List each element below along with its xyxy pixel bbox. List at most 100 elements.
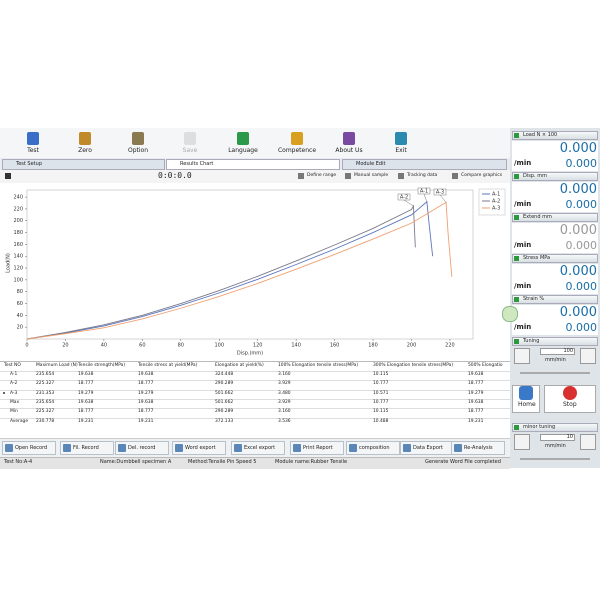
- status-text: Test No:A-4: [4, 459, 33, 465]
- tool-icon[interactable]: [298, 173, 304, 179]
- table-cell: 372.133: [215, 418, 234, 424]
- button-label[interactable]: Word export: [185, 445, 216, 451]
- table-cell: 19.638: [78, 372, 94, 377]
- channel-display: [512, 264, 598, 294]
- toolbar-icon[interactable]: [79, 132, 91, 145]
- chart-tool[interactable]: Manual sample: [354, 172, 389, 178]
- button-label[interactable]: Re-Analysis: [464, 445, 493, 451]
- tab-label[interactable]: Results Chart: [180, 160, 214, 167]
- toolbar-icon[interactable]: [343, 132, 355, 145]
- button-label[interactable]: Print Report: [303, 445, 333, 451]
- stop-icon[interactable]: [563, 386, 577, 400]
- home-label[interactable]: Home: [518, 401, 536, 408]
- button-icon[interactable]: [118, 444, 126, 452]
- value-field[interactable]: [540, 434, 575, 441]
- button-label[interactable]: Excel export: [244, 445, 276, 451]
- button[interactable]: [451, 441, 505, 455]
- tab[interactable]: [166, 159, 340, 170]
- button[interactable]: [60, 441, 114, 455]
- button-icon[interactable]: [234, 444, 242, 452]
- rate-unit: /min: [514, 282, 532, 290]
- tool-icon[interactable]: [452, 173, 458, 179]
- button[interactable]: [290, 441, 344, 455]
- button[interactable]: [115, 441, 169, 455]
- chart-tool[interactable]: Define range: [307, 172, 337, 178]
- toolbar-label[interactable]: Save: [182, 147, 198, 154]
- rate-value: 0.000: [565, 321, 598, 334]
- toolbar-icon[interactable]: [395, 132, 407, 145]
- button-icon[interactable]: [63, 444, 71, 452]
- tab-label[interactable]: Test Setup: [16, 160, 42, 167]
- tool-icon[interactable]: [345, 173, 351, 179]
- tab-label[interactable]: Module Edit: [356, 160, 386, 167]
- arrow-button[interactable]: [514, 434, 530, 450]
- button-icon[interactable]: [403, 444, 411, 452]
- button[interactable]: [2, 441, 56, 455]
- row-line: [0, 380, 510, 382]
- toolbar-icon[interactable]: [184, 132, 196, 145]
- table-cell: A-1: [10, 372, 18, 377]
- channel-label: Load N × 100: [523, 132, 558, 138]
- button-label[interactable]: Data Export: [413, 445, 443, 451]
- toolbar-icon[interactable]: [27, 132, 39, 145]
- button-icon[interactable]: [5, 444, 13, 452]
- section-header: [512, 337, 598, 346]
- save-icon[interactable]: [5, 173, 11, 179]
- chart-tool[interactable]: Compare graphics: [461, 172, 503, 178]
- chart-tool[interactable]: Tracking data: [407, 172, 438, 178]
- button-label[interactable]: Fil. Record: [73, 445, 99, 451]
- button-label[interactable]: Open Record: [15, 445, 48, 451]
- arrow-button[interactable]: [580, 434, 596, 450]
- home-icon[interactable]: [519, 386, 533, 400]
- table-cell: 501.662: [215, 399, 234, 405]
- tab[interactable]: [342, 159, 507, 170]
- x-tick-label: 180: [368, 343, 378, 349]
- toolbar-label[interactable]: Test: [27, 147, 39, 154]
- rate-unit: /min: [514, 159, 532, 167]
- slider[interactable]: [520, 372, 590, 374]
- toolbar-label[interactable]: Competence: [277, 147, 317, 154]
- button-label[interactable]: composition: [359, 445, 390, 451]
- button-icon[interactable]: [454, 444, 462, 452]
- button[interactable]: [231, 441, 285, 455]
- table-cell: Average: [10, 418, 29, 424]
- toolbar-icon[interactable]: [291, 132, 303, 145]
- channel-display: [512, 182, 598, 212]
- callout-line: [423, 193, 428, 202]
- strain-toggle[interactable]: [502, 306, 518, 322]
- button-icon[interactable]: [349, 444, 357, 452]
- toolbar-label[interactable]: Exit: [395, 147, 407, 154]
- table-cell: Min: [10, 409, 18, 415]
- table-cell: 19.638: [468, 372, 484, 377]
- y-tick-label: 140: [13, 254, 23, 260]
- channel-value: 0.000: [559, 182, 597, 197]
- toolbar-label[interactable]: Zero: [78, 147, 92, 154]
- callout-line: [439, 194, 447, 203]
- arrow-button[interactable]: [580, 348, 596, 364]
- arrow-button[interactable]: [514, 348, 530, 364]
- tuning-value[interactable]: 10: [566, 434, 573, 440]
- table-cell: 19.231: [138, 418, 154, 424]
- toolbar-icon[interactable]: [132, 132, 144, 145]
- button[interactable]: [172, 441, 226, 455]
- tuning-value[interactable]: 100: [563, 348, 573, 354]
- channel-header: [512, 172, 598, 181]
- button-label[interactable]: Del. record: [128, 445, 156, 451]
- callout-line: [403, 199, 414, 207]
- x-tick-label: 220: [445, 343, 455, 349]
- stop-label[interactable]: Stop: [563, 401, 577, 408]
- slider[interactable]: [520, 458, 590, 460]
- button[interactable]: [346, 441, 400, 455]
- button-icon[interactable]: [175, 444, 183, 452]
- table-cell: 235.654: [36, 399, 55, 405]
- y-tick-label: 180: [13, 230, 23, 236]
- channel-value: 0.000: [559, 223, 597, 238]
- toolbar-label[interactable]: About Us: [335, 147, 363, 154]
- toolbar-label[interactable]: Language: [228, 147, 258, 154]
- toolbar-icon[interactable]: [237, 132, 249, 145]
- tool-icon[interactable]: [398, 173, 404, 179]
- tab[interactable]: [2, 159, 165, 170]
- toolbar-label[interactable]: Option: [127, 147, 149, 154]
- button-icon[interactable]: [293, 444, 301, 452]
- value-field[interactable]: [540, 348, 575, 355]
